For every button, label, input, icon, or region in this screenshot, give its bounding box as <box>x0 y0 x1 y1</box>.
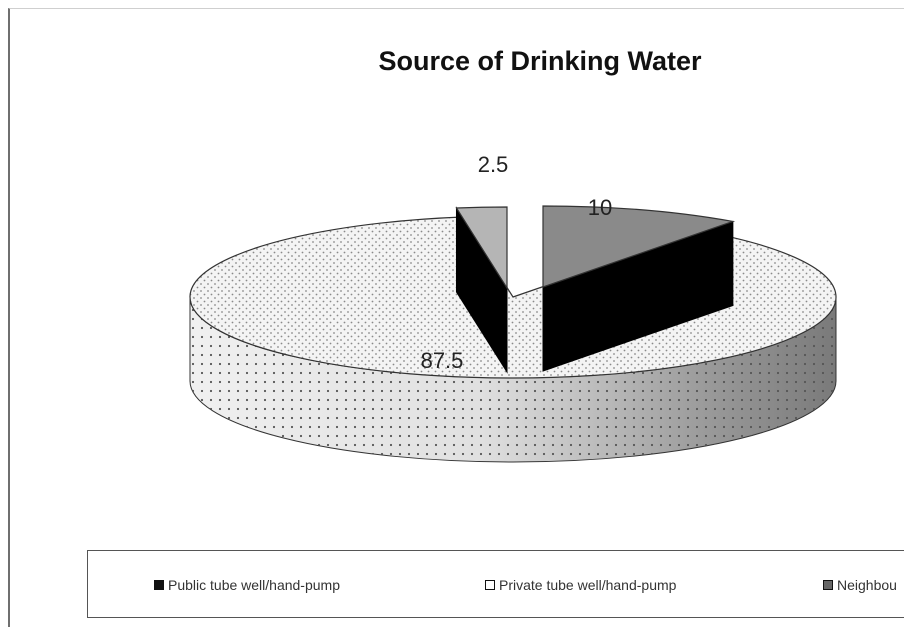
slice-public <box>542 205 736 372</box>
legend-swatch-public <box>154 580 164 590</box>
legend-label-neighbour: Neighbou <box>837 577 897 593</box>
chart-title: Source of Drinking Water <box>378 46 702 76</box>
slice-neighbour <box>455 206 508 374</box>
legend-item-neighbour: Neighbou <box>823 577 897 593</box>
chart-frame: Source of Drinking Water 10 87.5 2.5 Publi… <box>8 8 904 627</box>
data-label-neighbour: 2.5 <box>478 152 509 177</box>
legend: Public tube well/hand-pump Private tube … <box>87 550 904 618</box>
pie-chart: Source of Drinking Water 10 87.5 2.5 <box>189 46 837 463</box>
legend-swatch-private <box>485 580 495 590</box>
legend-swatch-neighbour <box>823 580 833 590</box>
legend-item-public: Public tube well/hand-pump <box>154 577 340 593</box>
slice-private <box>189 216 837 463</box>
data-label-private: 87.5 <box>421 348 464 373</box>
legend-label-private: Private tube well/hand-pump <box>499 577 677 593</box>
legend-item-private: Private tube well/hand-pump <box>485 577 676 593</box>
data-label-public: 10 <box>588 195 612 220</box>
legend-label-public: Public tube well/hand-pump <box>168 577 340 593</box>
